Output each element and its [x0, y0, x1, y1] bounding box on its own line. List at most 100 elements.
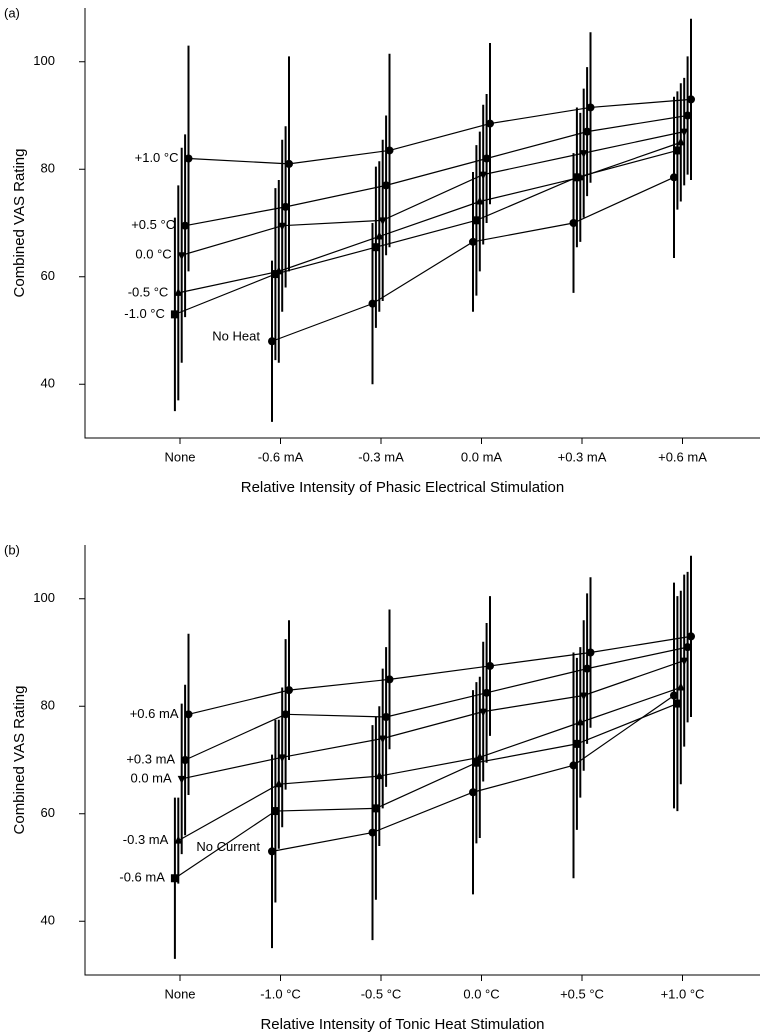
series-label: No Heat: [212, 329, 260, 344]
marker: [676, 682, 685, 691]
marker: [285, 686, 293, 695]
series-line: [184, 646, 688, 761]
axis: [84, 545, 760, 976]
series-line: [188, 635, 692, 715]
marker: [469, 237, 477, 246]
marker: [378, 735, 387, 744]
marker: [375, 771, 384, 780]
series-label: 0.0 mA: [131, 770, 173, 785]
marker: [385, 146, 394, 155]
marker: [385, 675, 394, 684]
x-tick-label: None: [164, 986, 195, 1001]
marker: [268, 847, 276, 856]
series-label: 0.0 °C: [135, 247, 171, 262]
y-tick-label: 80: [41, 161, 55, 176]
y-axis-label: Combined VAS Rating: [11, 686, 28, 835]
series-line: [188, 98, 692, 165]
marker: [281, 202, 290, 211]
marker: [486, 119, 494, 128]
marker: [579, 150, 588, 159]
y-tick-label: 100: [33, 590, 55, 605]
x-tick-label: None: [164, 449, 195, 464]
x-tick-label: +0.3 mA: [558, 449, 607, 464]
marker: [281, 710, 290, 719]
marker: [687, 632, 695, 641]
marker: [479, 171, 488, 180]
marker: [177, 252, 186, 261]
marker: [181, 221, 190, 230]
series-label: No Current: [196, 839, 260, 854]
y-tick-label: 80: [41, 698, 55, 713]
y-tick-label: 60: [41, 805, 55, 820]
marker: [482, 688, 491, 697]
marker: [375, 231, 384, 240]
marker: [170, 874, 179, 883]
x-tick-label: 0.0 mA: [461, 449, 503, 464]
series-line: [178, 141, 681, 294]
y-tick-label: 100: [33, 53, 55, 68]
series-label: -1.0 °C: [124, 306, 165, 321]
marker: [586, 103, 595, 112]
marker: [572, 173, 581, 182]
series-line: [184, 114, 688, 227]
marker: [479, 708, 488, 717]
marker: [673, 699, 682, 708]
panel-label: (a): [4, 5, 20, 20]
series-label: -0.3 mA: [123, 832, 169, 847]
series-line: [174, 703, 678, 879]
marker: [184, 154, 193, 163]
series-label: -0.6 mA: [119, 870, 165, 885]
marker: [278, 754, 287, 763]
marker: [576, 172, 585, 181]
x-tick-label: -0.6 mA: [258, 449, 304, 464]
marker: [184, 710, 193, 719]
x-tick-label: +1.0 °C: [661, 986, 705, 1001]
marker: [278, 222, 287, 231]
series-label: +0.3 mA: [126, 751, 175, 766]
marker: [170, 310, 179, 319]
series-line: [181, 131, 685, 256]
marker: [486, 661, 494, 670]
x-tick-label: 0.0 °C: [463, 986, 499, 1001]
marker: [174, 287, 183, 296]
marker: [469, 788, 477, 797]
axis: [84, 8, 760, 439]
series-line: [178, 686, 681, 842]
marker: [371, 243, 380, 252]
marker: [569, 219, 578, 227]
y-tick-label: 40: [41, 376, 55, 391]
marker: [676, 137, 685, 146]
marker: [475, 196, 484, 205]
marker: [475, 752, 484, 761]
series-label: +0.5 °C: [131, 217, 175, 232]
marker: [482, 154, 491, 163]
x-tick-label: -1.0 °C: [260, 986, 301, 1001]
x-axis-label: Relative Intensity of Phasic Electrical …: [241, 479, 564, 496]
x-axis-label: Relative Intensity of Tonic Heat Stimula…: [260, 1016, 544, 1032]
marker: [586, 648, 595, 657]
series-label: -0.5 °C: [128, 284, 169, 299]
marker: [670, 691, 678, 700]
marker: [274, 266, 283, 275]
marker: [285, 159, 293, 168]
marker: [673, 146, 682, 155]
x-tick-label: -0.3 mA: [358, 449, 404, 464]
marker: [174, 835, 183, 844]
marker: [569, 761, 578, 770]
marker: [472, 216, 481, 225]
x-tick-label: +0.6 mA: [658, 449, 707, 464]
y-axis-label: Combined VAS Rating: [11, 149, 28, 298]
marker: [268, 337, 276, 346]
marker: [271, 807, 280, 816]
panel-label: (b): [4, 542, 20, 557]
marker: [687, 95, 695, 104]
marker: [683, 643, 692, 652]
x-tick-label: +0.5 °C: [560, 986, 604, 1001]
marker: [382, 181, 391, 190]
marker: [472, 758, 481, 767]
marker: [368, 299, 377, 308]
marker: [583, 127, 592, 136]
marker: [177, 775, 186, 784]
marker: [371, 804, 380, 813]
